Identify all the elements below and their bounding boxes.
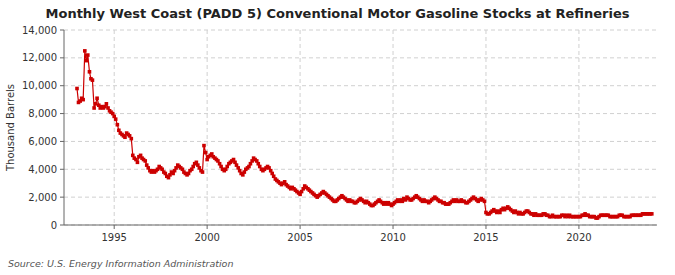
grid	[64, 30, 657, 225]
marker	[83, 49, 87, 53]
x-tick-label: 1995	[101, 232, 126, 243]
y-tick-label: 10,000	[22, 80, 57, 91]
marker	[114, 117, 118, 121]
y-tick	[60, 197, 64, 198]
x-tick-label: 2000	[194, 232, 219, 243]
grid-line	[485, 30, 486, 225]
marker	[88, 70, 92, 74]
axes: 0 2,000 4,000 6,000 8,000 10,000 12,000 14,000 1…	[22, 25, 657, 244]
grid-line	[64, 113, 657, 114]
x-axis-line	[64, 225, 657, 226]
marker	[105, 102, 109, 106]
marker	[483, 200, 487, 204]
marker	[95, 96, 99, 100]
y-tick	[60, 169, 64, 170]
y-axis-line	[64, 30, 65, 225]
marker	[650, 212, 654, 216]
line	[77, 51, 652, 218]
x-tick	[300, 225, 301, 229]
chart: Monthly West Coast (PADD 5) Conventional…	[0, 0, 675, 275]
x-tick	[393, 225, 394, 229]
marker	[202, 144, 206, 148]
marker	[94, 102, 98, 106]
y-tick-label: 14,000	[22, 25, 57, 36]
x-tick	[207, 225, 208, 229]
y-tick-label: 4,000	[28, 164, 57, 175]
y-tick-label: 0	[51, 220, 57, 231]
grid-line	[207, 30, 208, 225]
marker	[92, 106, 96, 110]
marker	[91, 78, 95, 82]
grid-line	[114, 30, 115, 225]
x-tick	[578, 225, 579, 229]
title: Monthly West Coast (PADD 5) Conventional…	[46, 6, 630, 21]
x-tick	[485, 225, 486, 229]
marker	[75, 87, 79, 91]
grid-line	[64, 85, 657, 86]
y-tick-label: 6,000	[28, 136, 57, 147]
x-tick-label: 2015	[473, 232, 498, 243]
x-tick	[114, 225, 115, 229]
y-tick-label: 2,000	[28, 192, 57, 203]
x-tick-label: 2020	[566, 232, 591, 243]
y-tick	[60, 225, 64, 226]
y-axis-label: Thousand Barrels	[5, 84, 16, 172]
marker	[123, 135, 127, 139]
marker	[136, 161, 140, 165]
marker	[85, 59, 89, 63]
y-tick	[60, 57, 64, 58]
y-tick	[60, 113, 64, 114]
grid-line	[393, 30, 394, 225]
y-tick	[60, 30, 64, 31]
grid-line	[64, 30, 657, 31]
marker	[81, 98, 85, 102]
grid-line	[578, 30, 579, 225]
grid-line	[64, 141, 657, 142]
marker	[86, 53, 90, 57]
marker	[129, 137, 133, 141]
marker	[116, 123, 120, 127]
marker	[201, 170, 205, 174]
chart-container: Monthly West Coast (PADD 5) Conventional…	[0, 0, 675, 275]
grid-line	[64, 225, 657, 226]
x-tick-label: 2005	[287, 232, 312, 243]
marker	[143, 159, 147, 163]
marker	[204, 151, 208, 155]
y-tick	[60, 85, 64, 86]
source-note: Source: U.S. Energy Information Administ…	[8, 258, 233, 269]
grid-line	[64, 57, 657, 58]
x-tick-label: 2010	[380, 232, 405, 243]
plot-area	[75, 49, 653, 220]
y-tick-label: 8,000	[28, 108, 57, 119]
y-tick	[60, 141, 64, 142]
y-tick-label: 12,000	[22, 52, 57, 63]
